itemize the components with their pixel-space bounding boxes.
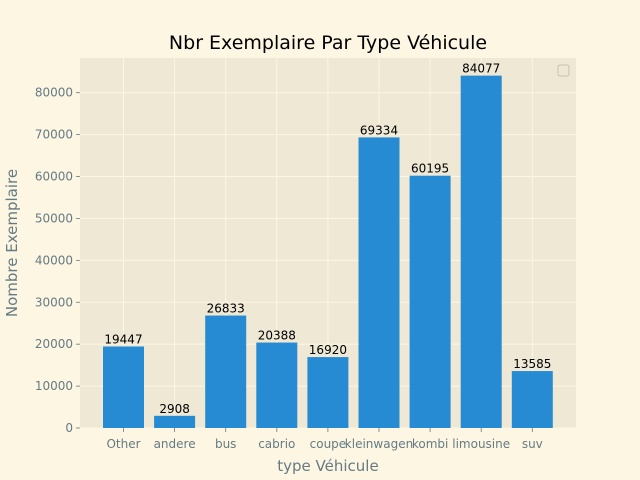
legend-box: [557, 64, 570, 77]
y-tick-label: 60000: [35, 170, 73, 184]
bar-value-label: 2908: [159, 402, 190, 416]
bar-value-label: 69334: [360, 123, 398, 137]
bar-value-label: 16920: [309, 343, 347, 357]
y-tick-label: 50000: [35, 211, 73, 225]
y-tick-label: 80000: [35, 86, 73, 100]
y-tick-label: 40000: [35, 253, 73, 267]
bar-Other: [103, 346, 144, 428]
bar-limousine: [460, 75, 502, 429]
x-tick-label: bus: [215, 437, 236, 451]
x-tick-label: limousine: [452, 437, 510, 451]
x-tick-label: coupe: [310, 437, 347, 451]
x-tick-label: kleinwagen: [345, 437, 413, 451]
bar-value-label: 60195: [411, 162, 449, 176]
y-tick-label: 20000: [35, 337, 73, 351]
y-axis-label: Nombre Exemplaire: [3, 169, 21, 317]
bar-value-label: 84077: [462, 62, 500, 76]
bar-value-label: 13585: [513, 357, 551, 371]
x-tick-label: andere: [154, 437, 196, 451]
y-tick-label: 30000: [35, 295, 73, 309]
y-tick-label: 70000: [35, 128, 73, 142]
x-tick-label: cabrio: [258, 437, 295, 451]
x-tick-label: kombi: [412, 437, 449, 451]
bar-bus: [205, 315, 247, 428]
x-tick-label: Other: [106, 437, 140, 451]
x-tick-labels: Other andere bus cabrio coupekleinwagenkombi…: [106, 428, 543, 451]
bar-value-labels: 19447 2908 26833 20388 16920 69334 60195 84077 1…: [104, 62, 551, 416]
bar-kleinwagen: [358, 137, 400, 428]
bar-suv: [511, 371, 553, 428]
bar-coupe: [307, 357, 349, 428]
bar-value-label: 19447: [104, 332, 142, 346]
x-axis-label: type Véhicule: [277, 457, 378, 475]
bar-value-label: 26833: [207, 302, 245, 316]
y-tick-label: 10000: [35, 379, 73, 393]
y-tick-labels: 0 10000 20000 30000 40000 50000 60000 70000 8000…: [35, 86, 80, 435]
bar-andere: [154, 415, 196, 428]
y-tick-label: 0: [65, 421, 73, 435]
bar-cabrio: [256, 342, 298, 428]
bars: [103, 75, 553, 429]
chart-title: Nbr Exemplaire Par Type Véhicule: [169, 32, 487, 54]
bar-value-label: 20388: [258, 329, 296, 343]
x-tick-label: suv: [522, 437, 543, 451]
bar-kombi: [409, 175, 451, 428]
